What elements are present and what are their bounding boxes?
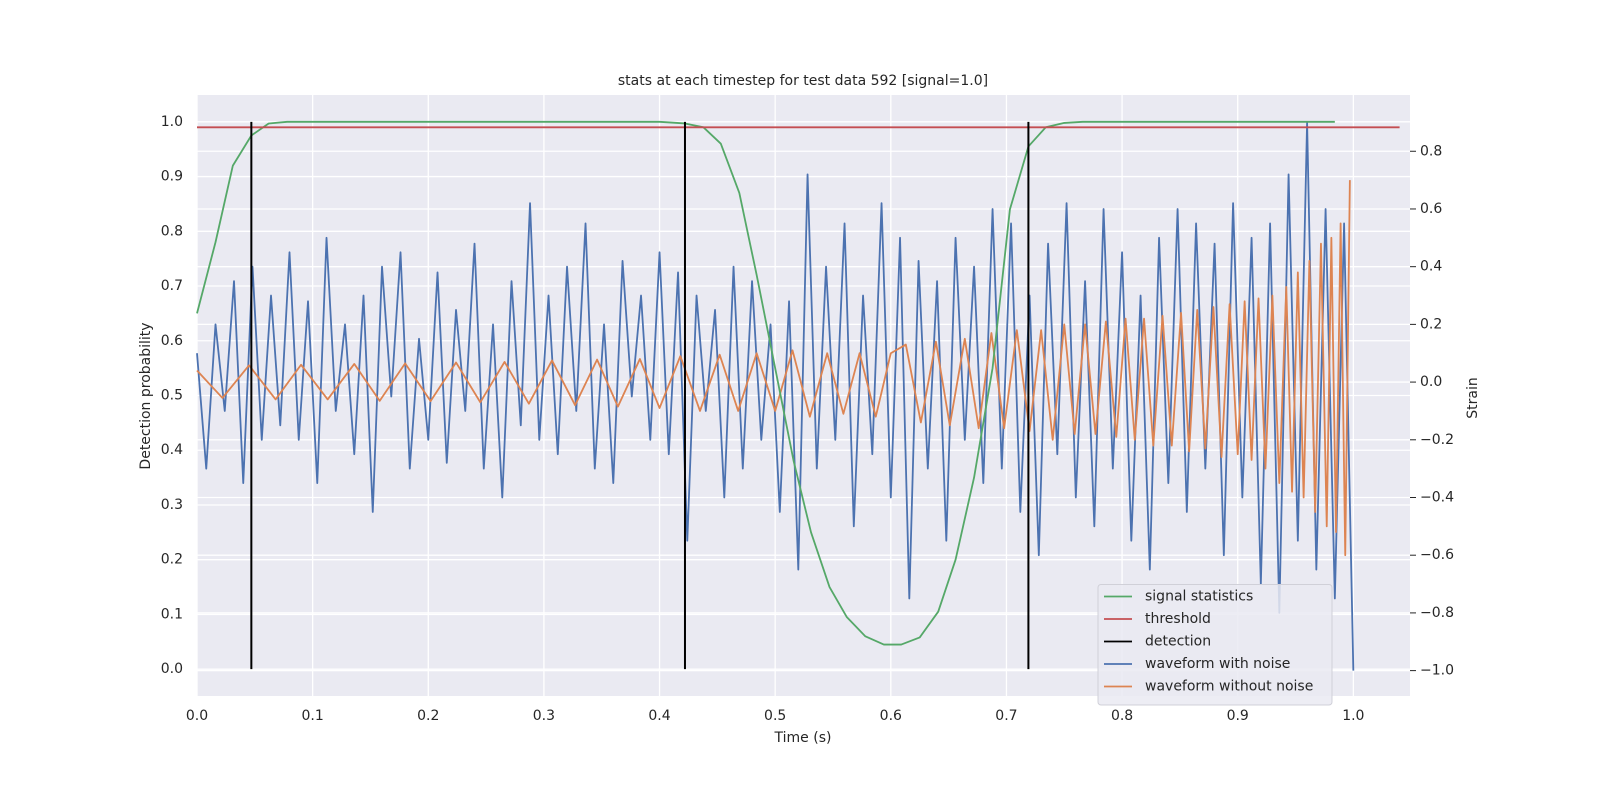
x-tick-label: 0.4 — [648, 708, 670, 724]
y2-tick-label: −0.8 — [1420, 605, 1454, 621]
x-axis-label: Time (s) — [774, 730, 832, 746]
x-tick-label: 0.0 — [186, 708, 208, 724]
y-tick-label: 0.8 — [161, 223, 183, 239]
x-tick-label: 1.0 — [1342, 708, 1364, 724]
series-line — [196, 121, 1355, 671]
y-tick-label: 0.6 — [161, 333, 183, 349]
series-line — [196, 120, 1335, 646]
y-tick-label: 0.4 — [161, 442, 183, 458]
y2-tick-label: 0.4 — [1420, 259, 1442, 275]
legend-box — [1097, 584, 1333, 706]
chart-title: stats at each timestep for test data 592… — [618, 73, 988, 89]
x-tick-label: 0.1 — [302, 708, 324, 724]
legend-label: detection — [1145, 634, 1211, 650]
labels: 0.0 0.1 0.2 0.3 0.4 0.5 0.6 0.7 0.8 0.9 1.0 0.0 0.1 0… — [161, 114, 1454, 724]
y2-tick-label: 0.8 — [1420, 143, 1442, 159]
x-tick-label: 0.9 — [1227, 708, 1249, 724]
y2-tick-label: −1.0 — [1420, 663, 1454, 679]
x-tick-label: 0.7 — [995, 708, 1017, 724]
legend-label: waveform without noise — [1145, 679, 1313, 695]
marks — [196, 120, 1400, 671]
y-tick-label: 0.9 — [161, 169, 183, 185]
x-tick-label: 0.6 — [880, 708, 902, 724]
y2-tick-label: 0.2 — [1420, 316, 1442, 332]
y-tick-label: 0.0 — [161, 661, 183, 677]
x-tick-label: 0.3 — [533, 708, 555, 724]
legend-label: threshold — [1145, 611, 1211, 627]
y-tick-label: 0.3 — [161, 497, 183, 513]
series-line — [196, 180, 1351, 557]
y2-tick-label: 0.6 — [1420, 201, 1442, 217]
x-tick-label: 0.5 — [764, 708, 786, 724]
legend-label: waveform with noise — [1145, 656, 1290, 672]
y-tick-label: 0.2 — [161, 552, 183, 568]
y-tick-label: 1.0 — [161, 114, 183, 130]
y-tick-label: 0.7 — [161, 278, 183, 294]
y-tick-label: 0.5 — [161, 388, 183, 404]
y2-axis-label: Strain — [1465, 377, 1481, 418]
y2-tick-label: 0.0 — [1420, 374, 1442, 390]
legend-label: signal statistics — [1145, 589, 1253, 605]
y-axis-label: Detection probability — [138, 322, 154, 469]
y2-tick-label: −0.6 — [1420, 547, 1454, 563]
legend: signal statistics threshold detection wavef… — [1097, 584, 1333, 706]
x-tick-label: 0.8 — [1111, 708, 1133, 724]
y2-tick-label: −0.2 — [1420, 432, 1454, 448]
y2-tick-label: −0.4 — [1420, 489, 1454, 505]
y-tick-label: 0.1 — [161, 606, 183, 622]
x-tick-label: 0.2 — [417, 708, 439, 724]
